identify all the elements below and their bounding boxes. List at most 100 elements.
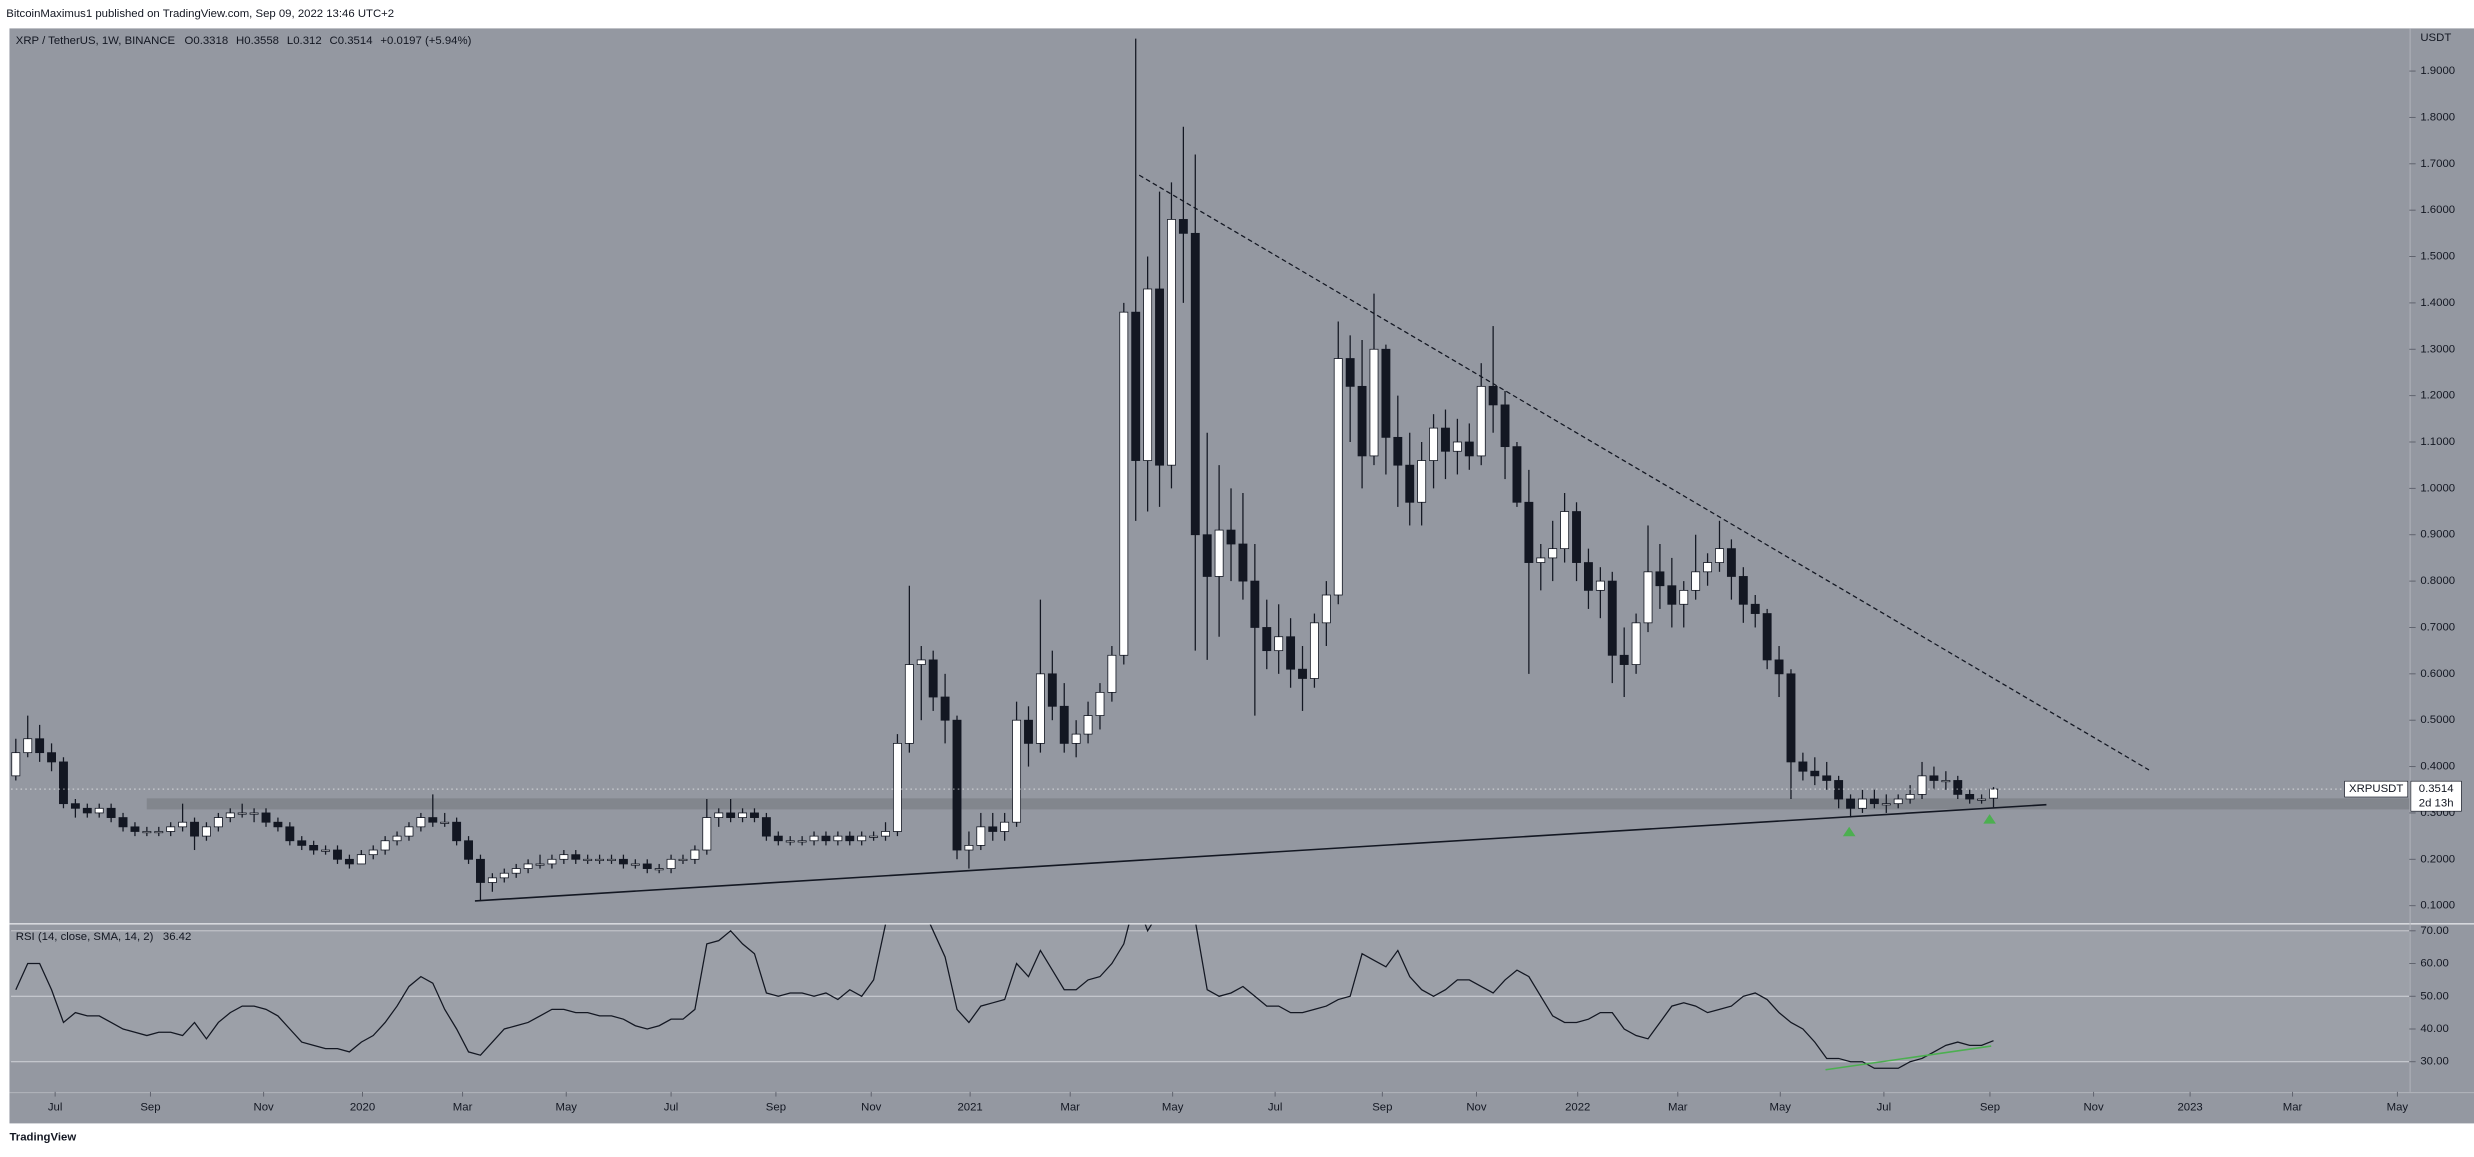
candle-body: [285, 826, 295, 842]
candle-body: [809, 835, 819, 842]
x-tick-label: Jul: [1268, 1102, 1283, 1114]
x-tick-label: May: [1162, 1102, 1184, 1114]
candle-body: [1071, 733, 1081, 744]
candle-body: [1750, 603, 1760, 614]
candle-body: [1762, 613, 1772, 661]
candle-body: [94, 807, 104, 814]
candle-body: [523, 863, 533, 869]
candle-body: [1822, 775, 1832, 781]
change-label: +0.0197 (+5.94%): [380, 35, 471, 47]
candle-body: [833, 835, 843, 842]
candle-body: [1679, 589, 1689, 605]
candle-body: [225, 812, 235, 818]
x-tick-label: Sep: [1372, 1102, 1392, 1114]
candle-body: [1202, 534, 1212, 577]
candle-body: [678, 858, 688, 861]
candle-body: [571, 854, 581, 860]
drawings: [474, 174, 2150, 1071]
candle-body: [380, 840, 390, 851]
candle-body: [976, 826, 986, 846]
candle-body: [35, 738, 45, 754]
candle-body: [1024, 719, 1033, 744]
x-tick-label: Nov: [2083, 1102, 2104, 1114]
candle-body: [1786, 673, 1796, 763]
x-tick-label: May: [1770, 1102, 1792, 1114]
candle-body: [821, 835, 831, 842]
ohlc-key: H: [236, 35, 244, 47]
candle-body: [11, 752, 21, 777]
candle-body: [1881, 803, 1891, 806]
rsi-pane: [11, 924, 2410, 1069]
y-tick-label: 0.9000: [2420, 529, 2455, 541]
candle-body: [1858, 798, 1867, 809]
x-tick-label: Mar: [453, 1102, 473, 1114]
candle-body: [1905, 793, 1915, 800]
candle-body: [1131, 311, 1141, 461]
x-tick-label: Mar: [2283, 1102, 2303, 1114]
candle-body: [1369, 348, 1379, 457]
candle-body: [547, 858, 557, 865]
y-tick-label: 60.00: [2420, 958, 2448, 970]
y-tick-label: 1.5000: [2420, 251, 2455, 263]
candle-body: [642, 863, 652, 869]
publisher: BitcoinMaximus1 published on TradingView…: [6, 8, 394, 20]
candle-body: [404, 826, 414, 837]
candle-body: [261, 812, 271, 823]
candle-body: [70, 803, 80, 809]
candle-body: [1321, 594, 1331, 624]
symbol-title: XRP / TetherUS, 1W, BINANCE: [16, 35, 176, 47]
candle-body: [904, 664, 914, 744]
candle-body: [499, 872, 509, 879]
candle-body: [1286, 636, 1296, 670]
candle-body: [1095, 691, 1105, 716]
logo: TradingView: [9, 1132, 76, 1144]
candle-body: [559, 854, 569, 860]
candle-body: [392, 835, 402, 842]
candle-body: [750, 812, 759, 818]
candle-body: [607, 858, 616, 861]
candle-body: [952, 719, 962, 851]
candle-body: [178, 821, 188, 828]
x-tick-label: Jul: [664, 1102, 679, 1114]
x-tick-label: Sep: [1980, 1102, 2000, 1114]
rsi-last-value: 36.42: [163, 931, 191, 943]
candle-body: [82, 807, 92, 814]
y-tick-label: 30.00: [2420, 1056, 2448, 1068]
y-tick-label: 1.4000: [2420, 297, 2455, 309]
candle-body: [1715, 548, 1724, 563]
candle-body: [213, 817, 223, 828]
candle-body: [118, 817, 128, 828]
candle-body: [1309, 622, 1319, 679]
x-tick-label: Mar: [1060, 1102, 1080, 1114]
candle-body: [1917, 775, 1927, 795]
y-axis-label: USDT: [2420, 32, 2451, 44]
candle-body: [1989, 788, 1998, 799]
rsi-divergence-line: [1825, 1045, 1992, 1071]
candle-body: [988, 826, 998, 832]
candle-body: [476, 858, 485, 883]
candle-body: [1560, 511, 1570, 550]
candle-body: [630, 863, 640, 866]
candle-body: [1512, 446, 1522, 503]
x-tick-label: Jul: [1877, 1102, 1892, 1114]
x-tick-label: Sep: [766, 1102, 786, 1114]
rsi-title: RSI (14, close, SMA, 14, 2): [16, 931, 154, 943]
candle-body: [1834, 780, 1844, 800]
price-pane: [11, 38, 1998, 902]
candle-body: [714, 812, 724, 818]
candle-body: [1214, 529, 1224, 577]
candle-body: [785, 840, 795, 843]
candle-body: [166, 826, 176, 832]
x-tick-label: May: [2387, 1102, 2409, 1114]
last-price-label: 0.3514: [2419, 783, 2454, 795]
candle-body: [845, 835, 855, 842]
candle-body: [440, 821, 450, 824]
candle-body: [940, 696, 950, 721]
candle-body: [1452, 441, 1462, 452]
candle-body: [142, 831, 152, 834]
candle-body: [1178, 219, 1188, 234]
candle-body: [23, 738, 33, 754]
candle-body: [1298, 668, 1307, 679]
x-tick-label: Nov: [1466, 1102, 1487, 1114]
